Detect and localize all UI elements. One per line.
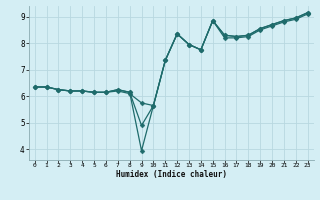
X-axis label: Humidex (Indice chaleur): Humidex (Indice chaleur)	[116, 170, 227, 179]
